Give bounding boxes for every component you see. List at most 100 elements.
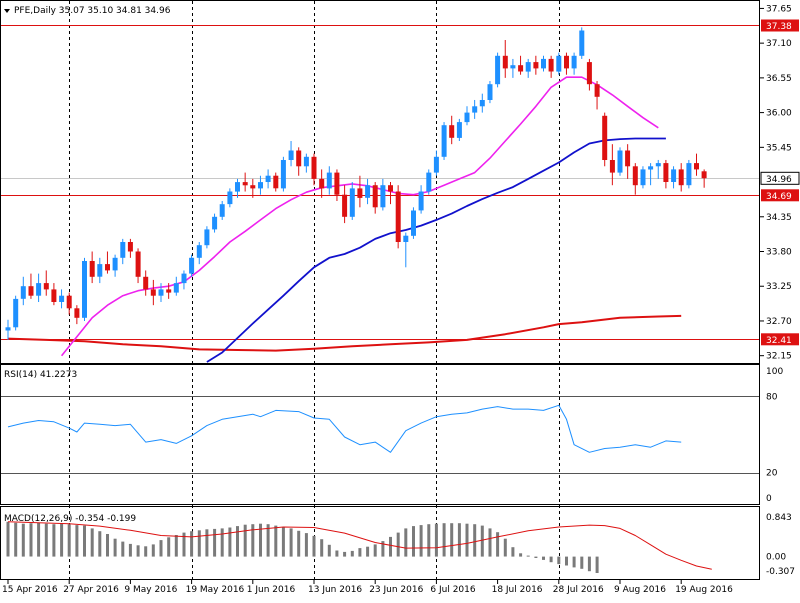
macd-bar (167, 537, 171, 557)
macd-series (6, 521, 712, 573)
candle-body (564, 55, 569, 69)
candle-body (602, 115, 608, 160)
macd-bar (465, 523, 469, 557)
candle-body (472, 106, 478, 113)
macd-bar (67, 524, 71, 557)
candle-body (82, 261, 87, 318)
macd-bar (350, 550, 354, 557)
candle-body (273, 175, 279, 189)
rsi-tick-label: 80 (766, 392, 778, 402)
price-axis: 37.65 37.10 36.55 36.00 35.45 34.35 33.80 33.25… (760, 4, 800, 577)
time-tick-label: 6 Jul 2016 (430, 585, 475, 595)
time-tick-label: 23 Jun 2016 (369, 585, 423, 595)
candle-body (609, 160, 615, 173)
time-axis: 15 Apr 2016 27 Apr 2016 9 May 2016 19 May 2… (2, 580, 733, 595)
macd-bar (274, 525, 278, 557)
candle-body (426, 172, 432, 192)
macd-bar (144, 546, 148, 557)
candle-body (380, 185, 386, 208)
macd-bar (297, 530, 301, 557)
macd-bar (251, 524, 255, 557)
macd-bar (358, 548, 362, 557)
candle-body (28, 286, 34, 296)
macd-bar (457, 523, 461, 557)
rsi-line (7, 404, 682, 453)
horizontal-levels (1, 25, 759, 474)
macd-bar (557, 556, 561, 565)
candle-body (342, 194, 348, 217)
candle-body (541, 58, 546, 69)
candle-body (617, 150, 623, 173)
macd-bar (335, 550, 339, 557)
ma-slow-line (7, 314, 682, 352)
macd-bar (526, 555, 530, 557)
price-tick-label: 34.35 (766, 213, 792, 223)
candle-body (571, 55, 577, 69)
time-separators (69, 1, 560, 579)
macd-bar (289, 528, 293, 557)
price-tick-label: 32.70 (766, 317, 792, 327)
candle-body (173, 283, 179, 293)
macd-bar (320, 539, 324, 557)
rsi-caption: RSI(14) 41.2273 (4, 370, 77, 380)
candle-body (74, 308, 80, 318)
macd-bar (98, 531, 102, 557)
rsi-tick-label: 100 (766, 367, 783, 377)
candle-body (640, 169, 646, 186)
candle-body (120, 242, 126, 258)
candle-body (495, 55, 501, 85)
ma-mid-line (206, 137, 666, 363)
candle-body (372, 185, 378, 208)
candle-body (556, 55, 562, 72)
candle-body (319, 178, 325, 189)
price-tick-label: 33.80 (766, 248, 792, 258)
macd-bar (213, 528, 217, 557)
candle-body (586, 62, 592, 85)
macd-bar (83, 525, 86, 557)
candle-body (449, 125, 455, 138)
candle-body (433, 156, 439, 173)
macd-bar (503, 538, 507, 557)
macd-bar (159, 540, 163, 557)
candle-body (502, 55, 508, 69)
candle-body (158, 289, 164, 296)
time-tick-label: 28 Jul 2016 (553, 585, 604, 595)
rsi-series (7, 404, 682, 453)
macd-bar (228, 527, 232, 557)
candle-body (395, 191, 401, 242)
candle-body (357, 188, 363, 198)
macd-bar (60, 523, 64, 557)
candle-body (127, 242, 133, 252)
candle-body (89, 261, 95, 277)
candle-body (518, 65, 524, 72)
price-panel-frame (0, 0, 760, 364)
candle-body (655, 163, 661, 167)
macd-bar (580, 556, 584, 569)
candle-body (334, 172, 340, 195)
candle-body (219, 204, 225, 217)
dropdown-triangle-icon[interactable] (4, 9, 10, 13)
candle-body (150, 289, 156, 296)
candle-body (349, 188, 355, 217)
macd-bar (52, 524, 56, 557)
rsi-tick-label: 20 (766, 469, 778, 479)
candle-body (265, 175, 271, 182)
candle-body (296, 150, 302, 167)
macd-bar (565, 556, 568, 566)
time-tick-label: 9 Aug 2016 (614, 585, 666, 595)
current-price-tag (760, 171, 800, 185)
macd-bar (595, 556, 599, 573)
macd-bar (121, 541, 125, 557)
candle-body (548, 58, 554, 72)
candle-body (479, 100, 485, 107)
price-tick-label: 32.15 (766, 352, 792, 362)
macd-bar (496, 532, 500, 557)
candle-body (594, 84, 600, 97)
macd-signal-line (7, 521, 712, 570)
macd-bar (44, 523, 48, 557)
candle-body (242, 182, 248, 186)
candle-body (311, 156, 317, 179)
candle-body (525, 62, 531, 72)
